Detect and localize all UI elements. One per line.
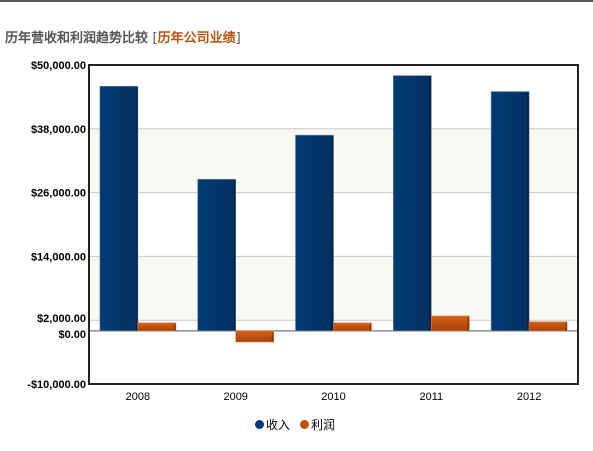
y-tick-label: $50,000.00 <box>31 60 86 72</box>
revenue-bar-2009[interactable] <box>197 179 236 332</box>
y-tick-label: -$10,000.00 <box>27 379 86 391</box>
bar-shadow <box>429 76 432 331</box>
bar-shadow <box>271 331 274 342</box>
x-tick-label-2011: 2011 <box>419 391 443 403</box>
revenue-bar-2012[interactable] <box>490 91 530 332</box>
bar-shadow <box>173 323 176 331</box>
legend-revenue-marker <box>255 420 264 429</box>
revenue-bar-2011[interactable] <box>392 75 432 332</box>
x-tick-label-2008: 2008 <box>126 391 150 403</box>
profit-bar-2011[interactable] <box>430 315 470 332</box>
x-tick-label-2012: 2012 <box>517 391 541 403</box>
legend-revenue-label: 收入 <box>266 418 291 432</box>
x-tick-label-2010: 2010 <box>321 391 345 403</box>
legend-profit-label: 利润 <box>311 418 336 432</box>
bracket-open: [ <box>152 31 158 46</box>
profit-bar-2012[interactable] <box>528 321 568 332</box>
y-tick-label: $14,000.00 <box>31 251 86 263</box>
plot-frame <box>88 64 579 385</box>
profit-bar-2010[interactable] <box>333 322 372 332</box>
y-tick-label: $0.00 <box>58 329 86 341</box>
bar-shadow <box>467 316 470 331</box>
bracket-close: ] <box>235 31 241 46</box>
legend-item-profit[interactable]: 利润 <box>300 416 335 433</box>
bar-shadow <box>331 136 334 331</box>
top-divider <box>0 0 593 2</box>
x-tick-label-2009: 2009 <box>223 391 247 403</box>
y-tick-label: $2,000.00 <box>37 313 86 325</box>
bar-shadow <box>565 322 568 331</box>
revenue-bar-2010[interactable] <box>295 134 334 332</box>
company-performance-link[interactable]: 历年公司业绩 <box>157 31 236 46</box>
bars-group <box>99 75 568 343</box>
y-tick-label: $38,000.00 <box>31 124 86 136</box>
legend-profit-marker <box>300 420 309 429</box>
bar-shadow <box>369 323 372 331</box>
profit-bar-2009[interactable] <box>235 330 274 343</box>
y-axis-ticks: $50,000.00 $38,000.00 $26,000.00 $14,000.00… <box>27 60 86 391</box>
bar-shadow <box>135 87 138 331</box>
profit-bar-2008[interactable] <box>137 322 177 332</box>
chart-heading: 历年营收和利润趋势比较 [历年公司业绩] <box>5 27 241 46</box>
bar-shadow <box>233 180 236 331</box>
x-axis-ticks: 2008 2009 2010 2011 2012 <box>126 391 542 403</box>
y-tick-label: $26,000.00 <box>31 188 86 200</box>
chart-title: 历年营收和利润趋势比较 <box>5 31 149 46</box>
bar-shadow <box>527 92 530 331</box>
revenue-bar-2008[interactable] <box>99 85 139 332</box>
legend-item-revenue[interactable]: 收入 <box>255 416 290 433</box>
